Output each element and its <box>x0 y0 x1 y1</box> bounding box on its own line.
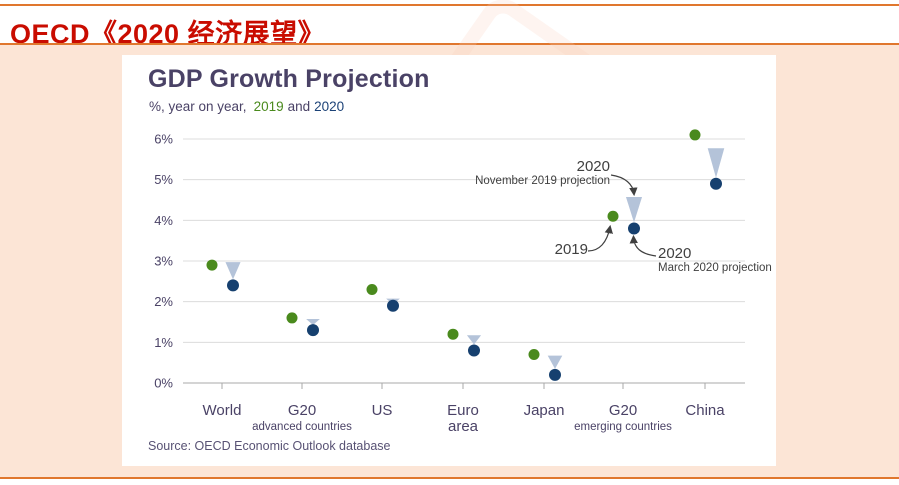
dot-2019-euro-3 <box>447 328 459 340</box>
dot-march2020-us-2 <box>387 299 399 312</box>
dot-march2020-euro-3 <box>468 344 480 357</box>
category-label-us: US <box>372 402 393 419</box>
dot-2019-china-6 <box>689 129 701 141</box>
chart-card: 0% 1% 2% 3% 4% 5% 6% World G20 advanced countries… <box>122 55 776 466</box>
y-tick-label-3pct: 3% <box>154 254 173 269</box>
marker-nov2019-projection-japan-4 <box>547 355 563 369</box>
category-label2-area: area <box>448 418 479 435</box>
category-label-china: China <box>685 402 725 419</box>
dot-march2020-japan-4 <box>549 368 561 381</box>
marker-nov2019-projection-world-0 <box>225 262 241 280</box>
dot-2019-japan-4 <box>528 349 540 361</box>
dot-2019-us-2 <box>366 283 378 295</box>
annotation-march-year: 2020 <box>658 245 692 262</box>
category-label-world: World <box>203 402 242 419</box>
annotation-2019-label: 2019 <box>554 241 588 258</box>
dot-march2020-china-6 <box>710 177 722 190</box>
category-label-g20: G20 <box>288 402 316 419</box>
annotation-november-label: November 2019 projection <box>475 175 610 187</box>
subtitle-year-2019: 2019 <box>253 99 284 114</box>
subtitle-year-2020: 2020 <box>314 99 345 114</box>
annotation-november-projection: 2020 November 2019 projection <box>440 159 610 188</box>
dot-2019-g20-5 <box>607 210 619 222</box>
y-tick-label-4pct: 4% <box>154 213 173 228</box>
category-sublabel-emerging: emerging countries <box>574 421 672 433</box>
marker-nov2019-projection-g20-1 <box>306 319 320 326</box>
header-band: OECD《2020 经济展望》 <box>0 6 899 49</box>
dot-march2020-world-0 <box>227 279 239 292</box>
dot-2019-world-0 <box>206 259 218 271</box>
y-tick-label-5pct: 5% <box>154 172 173 187</box>
chart-title: GDP Growth Projection <box>148 65 430 93</box>
y-tick-label-6pct: 6% <box>154 132 173 147</box>
marker-nov2019-projection-euro-3 <box>466 335 482 345</box>
category-sublabel-advanced: advanced countries <box>252 421 352 433</box>
category-label-euro: Euro <box>447 402 479 419</box>
subtitle-prefix: %, year on year, <box>149 99 247 114</box>
top-rule <box>0 4 899 6</box>
bottom-rule <box>0 477 899 479</box>
category-label-japan: Japan <box>524 402 565 419</box>
dot-2019-g20-1 <box>286 312 298 324</box>
category-label-g20: G20 <box>609 402 637 419</box>
arrow-to-november-triangle <box>610 174 638 197</box>
header-bottom-rule <box>0 43 899 45</box>
dot-march2020-g20-5 <box>628 222 640 235</box>
y-tick-label-1pct: 1% <box>154 335 173 350</box>
chart-subtitle: %, year on year, 2019 and 2020 <box>149 99 344 114</box>
y-tick-label-2pct: 2% <box>154 294 173 309</box>
marker-nov2019-projection-china-6 <box>707 148 725 178</box>
annotation-march-projection: 2020 March 2020 projection <box>658 246 798 275</box>
marker-nov2019-projection-g20-5 <box>625 197 643 223</box>
dot-march2020-g20-1 <box>307 324 319 337</box>
annotation-2019: 2019 <box>542 242 588 258</box>
gdp-growth-chart: 0% 1% 2% 3% 4% 5% 6% World G20 advanced countries… <box>154 129 745 435</box>
annotation-march-label: March 2020 projection <box>658 262 772 274</box>
subtitle-and: and <box>287 99 311 114</box>
arrow-to-2019-dot <box>587 224 613 252</box>
source-note: Source: OECD Economic Outlook database <box>148 439 391 453</box>
annotation-november-year: 2020 <box>576 158 610 175</box>
y-tick-label-0pct: 0% <box>154 376 173 391</box>
arrow-to-march-dot <box>629 234 657 257</box>
